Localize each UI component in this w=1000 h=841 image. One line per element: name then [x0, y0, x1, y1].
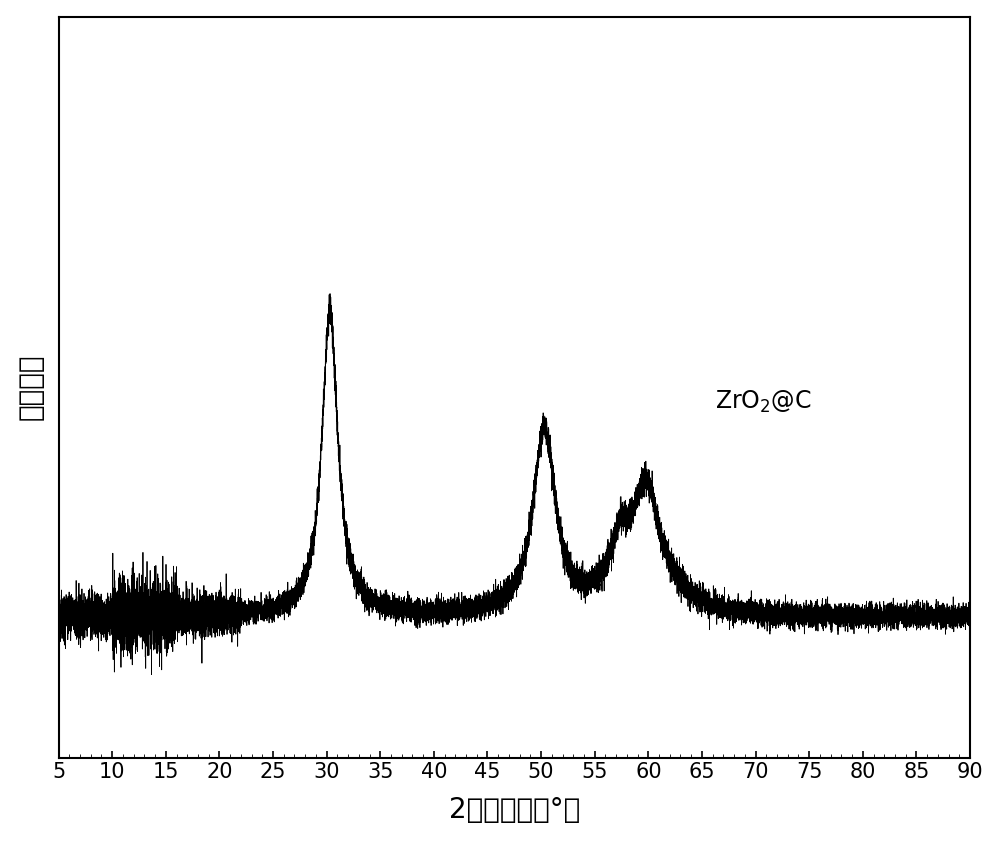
Y-axis label: 相对强度: 相对强度 [17, 354, 45, 420]
X-axis label: 2倍衍射角（°）: 2倍衍射角（°） [449, 796, 580, 824]
Text: ZrO$_2$@C: ZrO$_2$@C [715, 389, 812, 415]
